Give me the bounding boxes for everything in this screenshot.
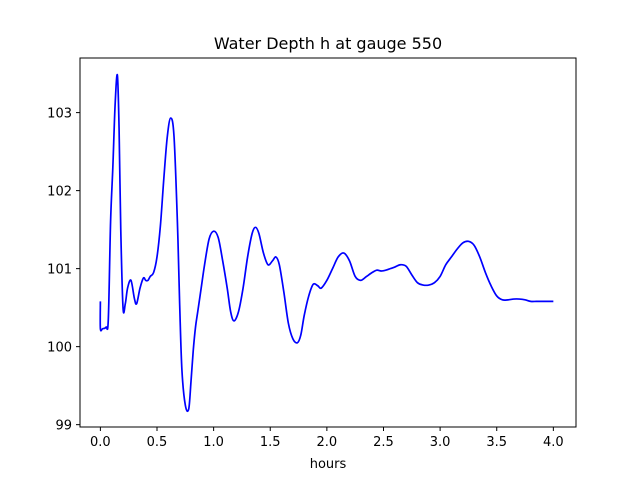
y-tick-label: 103 — [47, 107, 72, 122]
x-tick-label: 2.5 — [373, 435, 394, 450]
x-tick-label: 2.0 — [317, 435, 338, 450]
x-axis: 0.0 0.5 1.0 1.5 2.0 2.5 3.0 3.5 4.0 — [90, 427, 564, 450]
y-tick-label: 102 — [47, 185, 72, 200]
plot-frame — [79, 57, 577, 428]
y-axis: 99 100 101 102 103 — [47, 107, 80, 434]
y-tick-label: 99 — [55, 419, 72, 434]
x-tick-label: 0.5 — [147, 435, 168, 450]
x-tick-label: 3.5 — [486, 435, 507, 450]
y-tick-label: 101 — [47, 263, 72, 278]
x-tick-label: 1.0 — [203, 435, 224, 450]
plot-area — [99, 73, 554, 413]
x-tick-label: 4.0 — [543, 435, 564, 450]
x-tick-label: 3.0 — [430, 435, 451, 450]
x-tick-label: 1.5 — [260, 435, 281, 450]
series-line — [99, 73, 554, 413]
chart-title: Water Depth h at gauge 550 — [214, 34, 442, 53]
x-axis-title: hours — [310, 457, 347, 472]
x-tick-label: 0.0 — [90, 435, 111, 450]
y-tick-label: 100 — [47, 341, 72, 356]
